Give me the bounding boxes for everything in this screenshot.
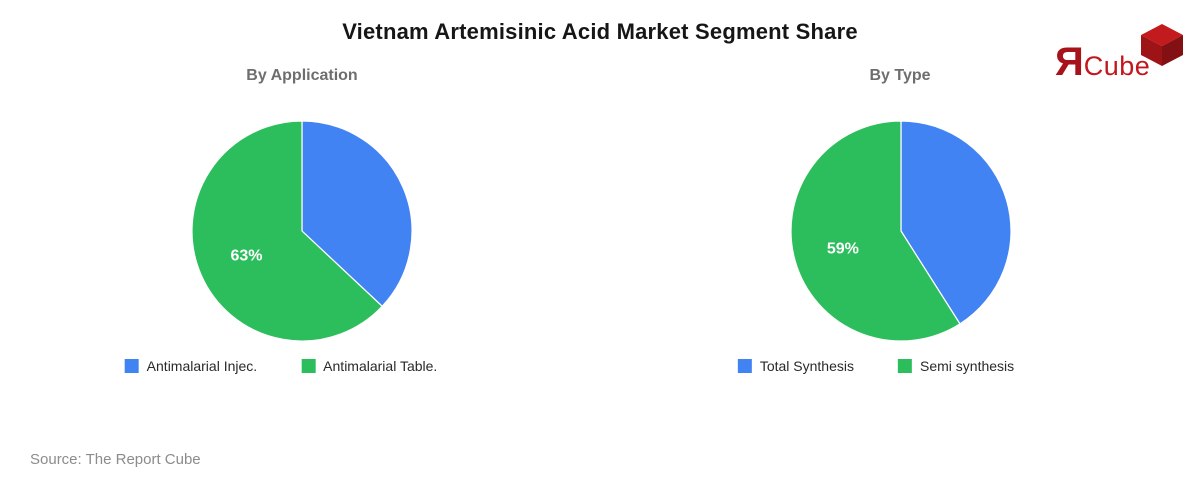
legend-type: Total Synthesis Semi synthesis bbox=[737, 358, 1014, 374]
legend-swatch-blue bbox=[737, 359, 752, 373]
pie-chart-type: 59% bbox=[790, 120, 1012, 342]
pie-percent-label: 63% bbox=[230, 248, 262, 265]
cube-left-face bbox=[1141, 35, 1162, 66]
legend-application: Antimalarial Injec. Antimalarial Table. bbox=[124, 358, 437, 374]
legend-item: Total Synthesis bbox=[737, 358, 855, 374]
source-note: Source: The Report Cube bbox=[30, 451, 201, 468]
legend-item: Semi synthesis bbox=[898, 358, 1014, 374]
legend-swatch-blue bbox=[124, 359, 139, 373]
legend-label: Total Synthesis bbox=[759, 358, 855, 374]
logo-cube-text: Cube bbox=[1083, 51, 1151, 82]
pie-slice-antimalarial-injec bbox=[301, 120, 413, 307]
cube-right-face bbox=[1162, 35, 1183, 66]
legend-swatch-green bbox=[898, 359, 913, 373]
pie-subtitle-application: By Application bbox=[246, 67, 358, 84]
logo-r-glyph: Я bbox=[1055, 40, 1084, 85]
report-cube-logo: Я Cube bbox=[1055, 24, 1185, 85]
chart-title: Vietnam Artemisinic Acid Market Segment … bbox=[342, 19, 858, 44]
legend-label: Semi synthesis bbox=[920, 358, 1015, 374]
red-3d-cube-icon bbox=[1141, 24, 1183, 66]
pie-slice-antimalarial-table bbox=[191, 120, 383, 342]
pie-percent-label: 59% bbox=[827, 241, 859, 258]
legend-label: Antimalarial Injec. bbox=[146, 358, 258, 374]
logo-text: Я Cube bbox=[1055, 40, 1151, 85]
pie-chart-application: 63% bbox=[191, 120, 413, 342]
pie-subtitle-type: By Type bbox=[869, 67, 931, 84]
pie-slice-total-synthesis bbox=[900, 120, 1012, 325]
legend-item: Antimalarial Injec. bbox=[124, 358, 258, 374]
legend-swatch-green bbox=[301, 359, 316, 373]
pie-slice-semi-synthesis bbox=[790, 120, 961, 342]
legend-label: Antimalarial Table. bbox=[323, 358, 438, 374]
legend-item: Antimalarial Table. bbox=[301, 358, 437, 374]
